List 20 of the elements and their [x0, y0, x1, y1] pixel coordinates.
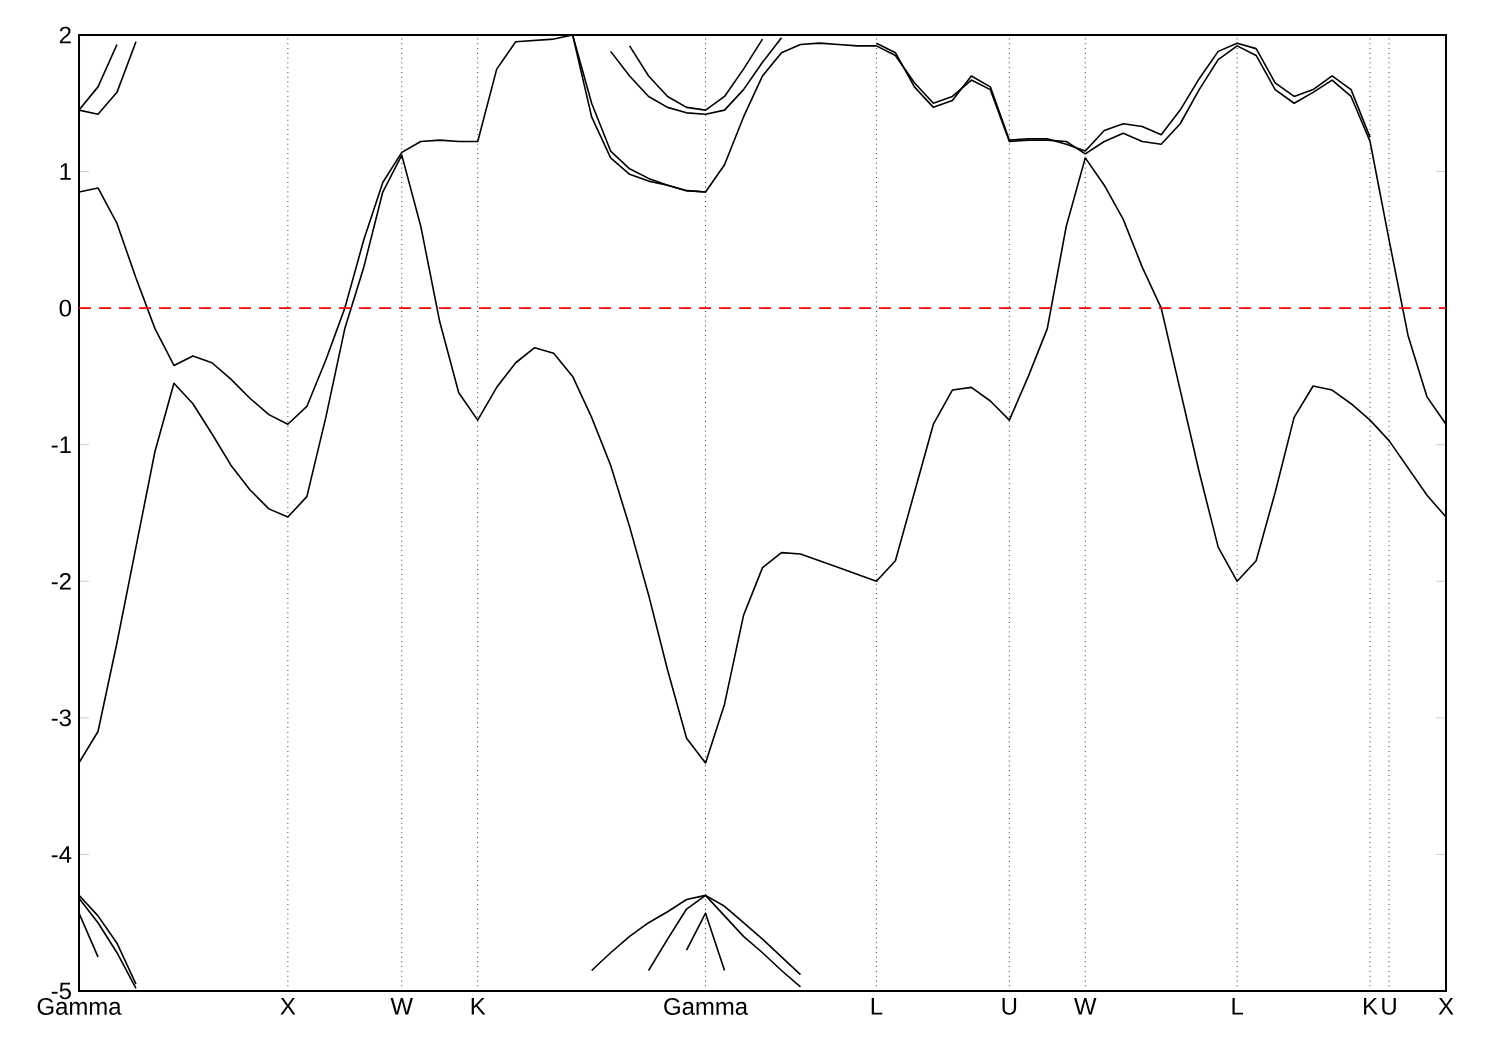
x-tick-label: L	[871, 998, 883, 1015]
x-tick-label: K	[471, 998, 486, 1015]
y-tick-label: -2	[51, 572, 71, 590]
y-tick-label: 1	[60, 163, 71, 180]
x-tick-label: U	[1002, 998, 1017, 1015]
y-tick-label: -5	[51, 982, 71, 1000]
x-tick-label: W	[390, 998, 413, 1015]
y-tick-label: 0	[59, 299, 72, 317]
x-tick-label: X	[1438, 998, 1454, 1015]
x-tick-label: L	[1232, 998, 1244, 1015]
y-tick-label: 2	[59, 26, 71, 44]
x-tick-label: K	[1364, 998, 1378, 1015]
x-tick-label: U	[1382, 998, 1396, 1015]
x-tick-label: W	[1074, 998, 1097, 1015]
x-tick-label: X	[280, 998, 296, 1015]
y-tick-label: -4	[51, 846, 72, 863]
x-tick-label: Gamma	[664, 998, 749, 1015]
y-tick-label: -1	[51, 436, 71, 453]
y-tick-label: -3	[51, 709, 71, 727]
x-tick-label: Gamma	[37, 998, 122, 1015]
